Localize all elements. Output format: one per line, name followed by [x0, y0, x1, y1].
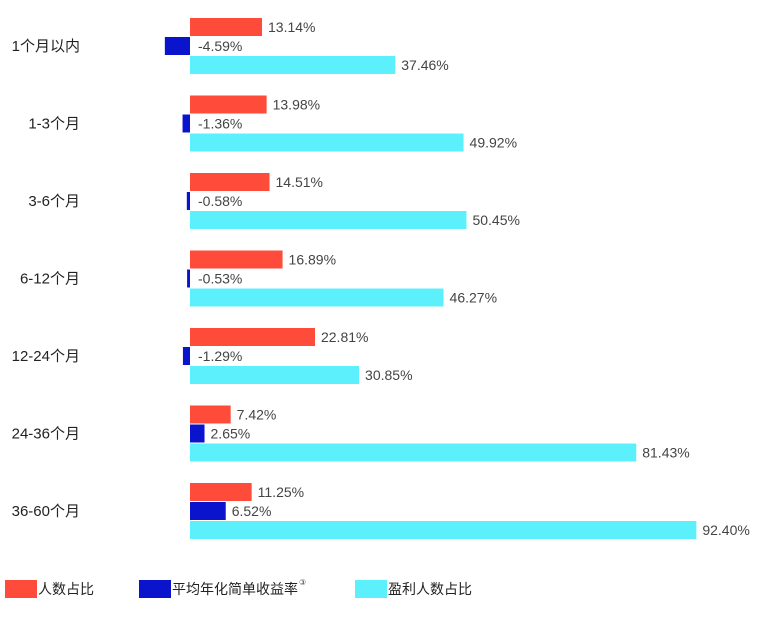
value-label: -1.36%	[198, 116, 242, 132]
value-label: 14.51%	[276, 174, 323, 190]
category-label: 24-36个月	[12, 426, 80, 443]
legend-swatch	[5, 580, 37, 598]
legend: 人数占比 平均年化简单收益率 ③ 盈利人数占比	[5, 578, 472, 598]
value-label: 37.46%	[401, 57, 448, 73]
category-label: 3-6个月	[28, 193, 80, 210]
value-label: 46.27%	[450, 290, 497, 306]
value-label: 13.98%	[273, 97, 320, 113]
bar-series-2-cat-0	[190, 56, 396, 74]
bar-series-0-cat-1	[190, 95, 267, 114]
legend-label: 平均年化简单收益率	[172, 581, 298, 597]
legend-label: 人数占比	[38, 581, 94, 597]
bar-series-1-cat-2	[186, 192, 190, 210]
value-label: 30.85%	[365, 367, 412, 383]
value-label: -1.29%	[198, 348, 242, 364]
legend-label: 盈利人数占比	[388, 581, 472, 597]
bar-series-0-cat-3	[190, 250, 283, 269]
bar-series-0-cat-6	[190, 483, 252, 501]
bar-series-1-cat-0	[164, 37, 190, 55]
value-label: 6.52%	[232, 503, 272, 519]
category-label: 1-3个月	[28, 116, 80, 133]
bar-series-0-cat-4	[190, 328, 315, 346]
bar-series-1-cat-5	[190, 424, 205, 443]
value-label: 22.81%	[321, 329, 368, 345]
value-label: 81.43%	[642, 445, 689, 461]
category-label: 12-24个月	[12, 348, 80, 365]
bar-series-0-cat-0	[190, 18, 263, 36]
value-label: -0.58%	[198, 193, 242, 209]
value-label: 7.42%	[237, 407, 277, 423]
bar-series-2-cat-4	[190, 366, 360, 384]
value-labels: 13.14% -4.59% 37.46% 13.98% -1.36% 49.92% 14.5…	[198, 19, 750, 538]
bar-series-1-cat-1	[182, 114, 190, 133]
bar-series-2-cat-3	[190, 288, 444, 307]
value-label: 16.89%	[289, 252, 336, 268]
value-label: 11.25%	[258, 484, 304, 500]
bar-series-2-cat-2	[190, 211, 467, 229]
category-labels: 1个月以内 1-3个月 3-6个月 6-12个月 12-24个月 24-36个月 36-60…	[12, 38, 80, 520]
bar-series-2-cat-1	[190, 133, 464, 152]
legend-swatch	[139, 580, 171, 598]
value-label: -0.53%	[198, 271, 242, 287]
category-label: 1个月以内	[12, 38, 80, 55]
bars	[164, 18, 697, 539]
value-label: 2.65%	[211, 426, 251, 442]
value-label: 92.40%	[702, 522, 749, 538]
value-label: -4.59%	[198, 38, 242, 54]
category-label: 6-12个月	[20, 271, 80, 288]
bar-series-1-cat-4	[182, 347, 190, 365]
legend-superscript: ③	[299, 578, 306, 587]
value-label: 49.92%	[470, 135, 517, 151]
bar-series-1-cat-3	[187, 269, 190, 288]
value-label: 50.45%	[472, 212, 519, 228]
category-label: 36-60个月	[12, 503, 80, 520]
bar-series-1-cat-6	[190, 502, 226, 520]
bar-series-0-cat-2	[190, 173, 270, 191]
bar-series-0-cat-5	[190, 405, 231, 424]
legend-swatch	[355, 580, 387, 598]
bar-series-2-cat-5	[190, 443, 637, 462]
value-label: 13.14%	[268, 19, 315, 35]
bar-series-2-cat-6	[190, 521, 697, 539]
